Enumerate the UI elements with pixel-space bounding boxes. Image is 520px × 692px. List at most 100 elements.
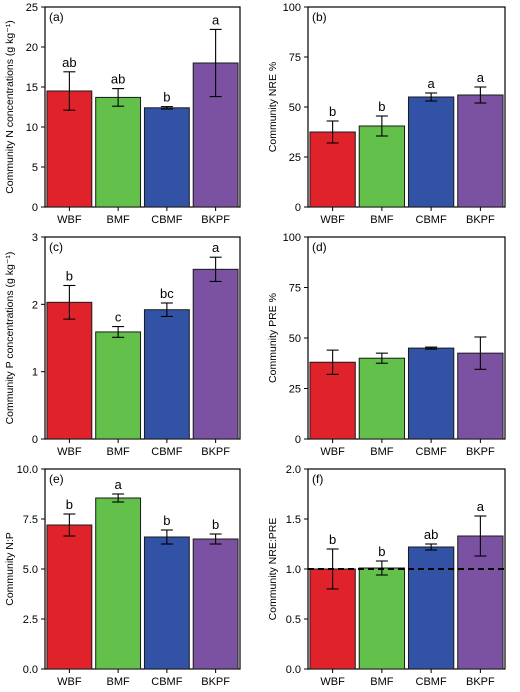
y-axis-label: Community PRE % (267, 293, 279, 383)
y-tick-label: 20 (26, 42, 38, 54)
y-tick-label: 1.5 (286, 514, 301, 526)
bar-cbmf (143, 536, 190, 670)
significance-letter: a (428, 76, 436, 91)
significance-letter: b (66, 497, 73, 512)
y-axis-label: Community N:P (4, 532, 16, 606)
x-tick-label: CBMF (416, 214, 447, 226)
panel-d: 0 25 50 75 100 Community PRE % (d) WBF BMF CBMF BK… (267, 232, 506, 458)
panel-a: 0 5 10 15 20 25 Community N concentrations (g … (4, 2, 241, 226)
y-tick-label: 1 (32, 367, 38, 379)
y-tick-label: 5 (32, 162, 38, 174)
y-axis-label: Community NRE:PRE (267, 518, 279, 621)
significance-letter: a (477, 499, 485, 514)
error-bar-wbf (63, 284, 76, 320)
panel-label: (c) (49, 240, 63, 254)
error-bar-bkpf (209, 256, 222, 282)
x-tick-label: WBF (320, 446, 345, 458)
bar-cbmf (407, 96, 455, 208)
bar-cbmf (143, 309, 190, 440)
panel-label: (a) (49, 10, 64, 24)
significance-letter: b (163, 513, 170, 528)
x-tick-label: WBF (57, 676, 82, 688)
x-tick-label: BMF (370, 214, 394, 226)
error-bar-wbf (326, 120, 339, 144)
panel-label: (f) (312, 472, 323, 486)
x-tick-label: BKPF (201, 676, 230, 688)
y-tick-label: 0 (32, 434, 38, 446)
error-bar-wbf (63, 513, 76, 537)
y-tick-label: 75 (289, 52, 301, 64)
error-bar-bmf (112, 326, 125, 338)
y-tick-label: 0.5 (286, 614, 301, 626)
y-tick-label: 7.5 (23, 514, 38, 526)
x-tick-label: WBF (320, 676, 345, 688)
y-tick-label: 25 (26, 2, 38, 14)
error-bar-bmf (375, 352, 388, 364)
y-tick-label: 25 (289, 384, 301, 396)
error-bar-bkpf (209, 533, 222, 545)
error-bar-cbmf (425, 346, 438, 350)
panel-label: (d) (312, 240, 327, 254)
y-tick-label: 100 (283, 232, 301, 244)
significance-letter: b (378, 544, 385, 559)
significance-letter: ab (62, 55, 76, 70)
bar-bkpf (457, 535, 504, 670)
panel-f: 0.0 0.5 1.0 1.5 2.0 Community NRE:PRE (f) b WBF b… (267, 464, 506, 688)
bar-cbmf (407, 347, 455, 440)
significance-letter: ab (424, 527, 438, 542)
bar-bmf (358, 125, 406, 208)
plot-frame (44, 6, 241, 208)
y-tick-label: 10 (26, 122, 38, 134)
x-tick-label: BKPF (466, 676, 495, 688)
x-tick-label: BMF (107, 214, 131, 226)
error-bar-cbmf (160, 106, 173, 110)
y-tick-label: 0 (32, 202, 38, 214)
bar-cbmf (407, 546, 455, 670)
error-bar-bkpf (474, 86, 487, 104)
x-tick-label: BKPF (201, 446, 230, 458)
x-tick-label: BMF (107, 676, 131, 688)
error-bar-bkpf (474, 515, 487, 557)
significance-letter: a (115, 477, 123, 492)
significance-letter: ab (111, 72, 125, 87)
y-tick-label: 10.0 (17, 464, 38, 476)
x-tick-label: CBMF (151, 214, 182, 226)
x-tick-label: BKPF (466, 214, 495, 226)
significance-letter: a (212, 12, 220, 27)
error-bar-cbmf (160, 529, 173, 545)
bar-wbf (46, 301, 93, 440)
bar-bmf (95, 331, 142, 440)
y-axis-label: Community NRE % (267, 62, 279, 152)
bar-bkpf (457, 94, 504, 208)
significance-letter: bc (160, 286, 174, 301)
bar-bmf (95, 96, 142, 208)
significance-letter: a (212, 240, 220, 255)
y-tick-label: 50 (289, 333, 301, 345)
x-tick-label: WBF (57, 446, 82, 458)
bar-bkpf (192, 268, 239, 440)
x-tick-label: WBF (57, 214, 82, 226)
error-bar-cbmf (425, 92, 438, 102)
x-tick-label: BKPF (201, 214, 230, 226)
y-tick-label: 0.0 (23, 664, 38, 676)
panel-b: 0 25 50 75 100 Community NRE % (b) b WBF b BMF a CBM… (267, 2, 506, 226)
x-tick-label: BMF (370, 446, 394, 458)
y-tick-label: 0.0 (286, 664, 301, 676)
error-bar-cbmf (425, 543, 438, 551)
y-tick-label: 2 (32, 299, 38, 311)
panel-c: 0 1 2 3 Community P concentrations (g kg⁻¹) (… (4, 232, 241, 458)
y-tick-label: 50 (289, 102, 301, 114)
y-tick-label: 5.0 (23, 564, 38, 576)
x-tick-label: CBMF (416, 446, 447, 458)
error-bar-bmf (112, 88, 125, 107)
panel-label: (e) (49, 472, 64, 486)
bar-bmf (358, 357, 406, 440)
significance-letter: b (66, 268, 73, 283)
x-tick-label: CBMF (151, 446, 182, 458)
y-axis-label: Community N concentrations (g kg⁻¹) (4, 20, 16, 194)
y-tick-label: 100 (283, 2, 301, 14)
error-bar-wbf (63, 71, 76, 111)
x-tick-label: BMF (370, 676, 394, 688)
y-tick-label: 75 (289, 283, 301, 295)
y-tick-label: 25 (289, 152, 301, 164)
